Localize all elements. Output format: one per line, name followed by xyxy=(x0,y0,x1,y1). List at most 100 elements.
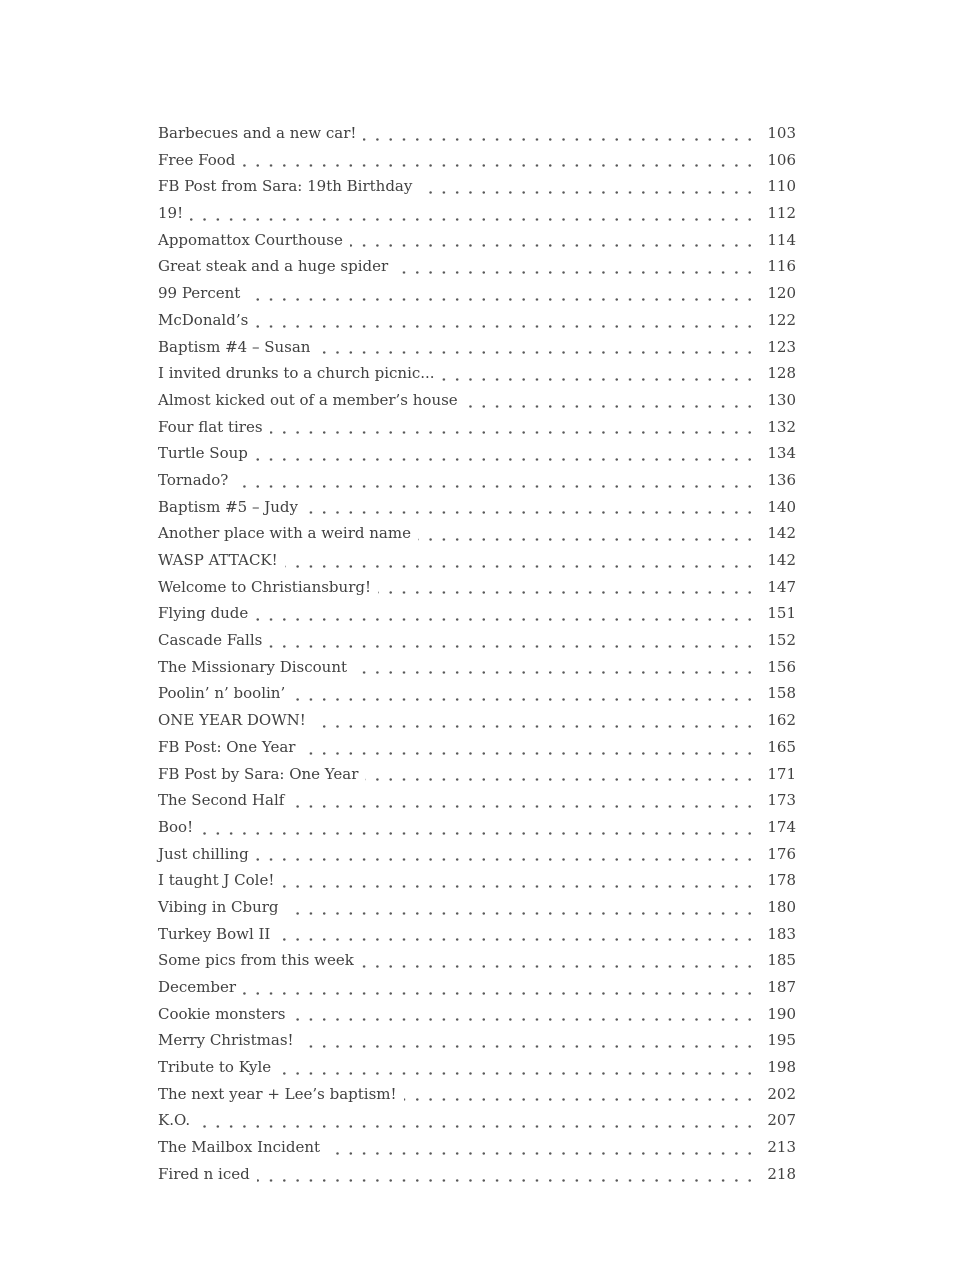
toc-entry-row: December 187 xyxy=(158,974,796,1001)
toc-entry-row: The Second Half 173 xyxy=(158,787,796,814)
toc-entry-page-number: 198 xyxy=(756,1054,796,1081)
toc-entry-page-number: 122 xyxy=(756,306,796,334)
toc-entry-row: Turtle Soup 134 xyxy=(158,440,796,467)
toc-entry-title: Cookie monsters xyxy=(158,1000,293,1028)
toc-entry-row: Cookie monsters 190 xyxy=(158,1000,796,1028)
toc-entry-row: 19! 112 xyxy=(158,200,796,227)
toc-entry-page-number: 134 xyxy=(756,440,796,467)
toc-entry-row: Turkey Bowl II 183 xyxy=(158,920,796,948)
toc-entry-row: Free Food 106 xyxy=(158,146,796,174)
toc-entry-page-number: 176 xyxy=(756,840,796,868)
toc-entry-title: Poolin’ n’ boolin’ xyxy=(158,680,293,708)
toc-entry-page-number: 180 xyxy=(756,893,796,921)
toc-entry-title: Almost kicked out of a member’s house xyxy=(158,386,465,414)
toc-entry-page-number: 151 xyxy=(756,600,796,628)
toc-entry-title: Four flat tires xyxy=(158,413,270,441)
toc-entry-title: Barbecues and a new car! xyxy=(158,120,364,147)
toc-entry-page-number: 218 xyxy=(756,1160,796,1188)
toc-entry-page-number: 213 xyxy=(756,1134,796,1161)
toc-entry-row: Vibing in Cburg 180 xyxy=(158,893,796,921)
toc-entry-title: I invited drunks to a church picnic... xyxy=(158,360,442,387)
toc-entry-row: K.O. 207 xyxy=(158,1107,796,1135)
toc-entry-title: The next year + Lee’s baptism! xyxy=(158,1080,404,1108)
toc-entry-row: Cascade Falls 152 xyxy=(158,627,796,654)
toc-entry-page-number: 130 xyxy=(756,386,796,414)
toc-entry-page-number: 112 xyxy=(756,200,796,227)
toc-entry-title: Cascade Falls xyxy=(158,627,270,654)
toc-entry-title: Boo! xyxy=(158,813,201,841)
toc-entry-title: ONE YEAR DOWN! xyxy=(158,707,313,734)
toc-entry-title: Tribute to Kyle xyxy=(158,1054,279,1081)
toc-entry-title: The Missionary Discount xyxy=(158,653,355,681)
toc-entry-row: Baptism #5 – Judy 140 xyxy=(158,493,796,521)
toc-entry-page-number: 136 xyxy=(756,466,796,494)
toc-entry-row: Tribute to Kyle 198 xyxy=(158,1054,796,1081)
toc-entry-page-number: 147 xyxy=(756,573,796,601)
toc-entry-title: K.O. xyxy=(158,1107,198,1135)
toc-entry-page-number: 142 xyxy=(756,520,796,548)
toc-entry-row: McDonald’s 122 xyxy=(158,306,796,334)
toc-entry-row: Another place with a weird name 142 xyxy=(158,520,796,548)
toc-entry-title: Free Food xyxy=(158,146,243,174)
toc-entry-title: Fired n iced xyxy=(158,1160,257,1188)
toc-entry-page-number: 178 xyxy=(756,867,796,894)
toc-entry-row: Merry Christmas! 195 xyxy=(158,1027,796,1055)
toc-entry-title: Just chilling xyxy=(158,840,256,868)
toc-entry-page-number: 190 xyxy=(756,1000,796,1028)
toc-entry-title: Vibing in Cburg xyxy=(158,893,286,921)
toc-entry-row: Welcome to Christiansburg! 147 xyxy=(158,573,796,601)
toc-entry-title: The Second Half xyxy=(158,787,292,814)
toc-entry-page-number: 162 xyxy=(756,707,796,734)
toc-entry-title: Some pics from this week xyxy=(158,947,361,975)
toc-entry-page-number: 116 xyxy=(756,253,796,281)
toc-entry-title: Turtle Soup xyxy=(158,440,255,467)
toc-entry-page-number: 106 xyxy=(756,146,796,174)
toc-entry-title: Another place with a weird name xyxy=(158,520,418,548)
toc-entry-row: Baptism #4 – Susan 123 xyxy=(158,333,796,361)
toc-entry-title: December xyxy=(158,974,244,1001)
toc-entry-page-number: 173 xyxy=(756,787,796,814)
toc-entry-title: Appomattox Courthouse xyxy=(158,226,350,254)
toc-entry-title: 19! xyxy=(158,200,191,227)
toc-entry-title: McDonald’s xyxy=(158,306,256,334)
toc-entry-page-number: 156 xyxy=(756,653,796,681)
toc-entry-row: FB Post from Sara: 19th Birthday 110 xyxy=(158,173,796,201)
toc-entry-title: Baptism #5 – Judy xyxy=(158,493,305,521)
toc-entry-row: Poolin’ n’ boolin’ 158 xyxy=(158,680,796,708)
toc-entry-page-number: 120 xyxy=(756,280,796,307)
toc-entry-title: Welcome to Christiansburg! xyxy=(158,573,378,601)
toc-entry-title: Merry Christmas! xyxy=(158,1027,301,1055)
toc-entry-row: FB Post: One Year 165 xyxy=(158,733,796,761)
toc-entry-row: Almost kicked out of a member’s house 13… xyxy=(158,386,796,414)
toc-entry-row: Some pics from this week 185 xyxy=(158,947,796,975)
toc-entry-page-number: 207 xyxy=(756,1107,796,1135)
toc-entry-title: Tornado? xyxy=(158,466,236,494)
toc-entry-page-number: 142 xyxy=(756,547,796,574)
toc-entry-row: The next year + Lee’s baptism! 202 xyxy=(158,1080,796,1108)
toc-entry-row: FB Post by Sara: One Year 171 xyxy=(158,760,796,788)
toc-entry-page-number: 152 xyxy=(756,627,796,654)
toc-entry-row: Tornado? 136 xyxy=(158,466,796,494)
toc-entry-row: WASP ATTACK! 142 xyxy=(158,547,796,574)
toc-entry-row: Appomattox Courthouse 114 xyxy=(158,226,796,254)
toc-entry-page-number: 114 xyxy=(756,226,796,254)
toc-entry-page-number: 185 xyxy=(756,947,796,975)
toc-entry-page-number: 158 xyxy=(756,680,796,708)
toc-entry-title: FB Post from Sara: 19th Birthday xyxy=(158,173,420,201)
toc-entry-row: I taught J Cole! 178 xyxy=(158,867,796,894)
table-of-contents: Barbecues and a new car! 103 Free Food 1… xyxy=(158,120,796,1188)
toc-entry-page-number: 132 xyxy=(756,413,796,441)
toc-entry-page-number: 110 xyxy=(756,173,796,201)
toc-entry-row: The Missionary Discount 156 xyxy=(158,653,796,681)
toc-entry-title: The Mailbox Incident xyxy=(158,1134,328,1161)
toc-entry-title: Great steak and a huge spider xyxy=(158,253,396,281)
toc-entry-row: Great steak and a huge spider 116 xyxy=(158,253,796,281)
toc-entry-row: Fired n iced 218 xyxy=(158,1160,796,1188)
toc-entry-row: I invited drunks to a church picnic... 1… xyxy=(158,360,796,387)
toc-entry-page-number: 187 xyxy=(756,974,796,1001)
toc-entry-page-number: 202 xyxy=(756,1080,796,1108)
toc-entry-page-number: 128 xyxy=(756,360,796,387)
toc-entry-row: Barbecues and a new car! 103 xyxy=(158,120,796,147)
toc-entry-title: I taught J Cole! xyxy=(158,867,282,894)
